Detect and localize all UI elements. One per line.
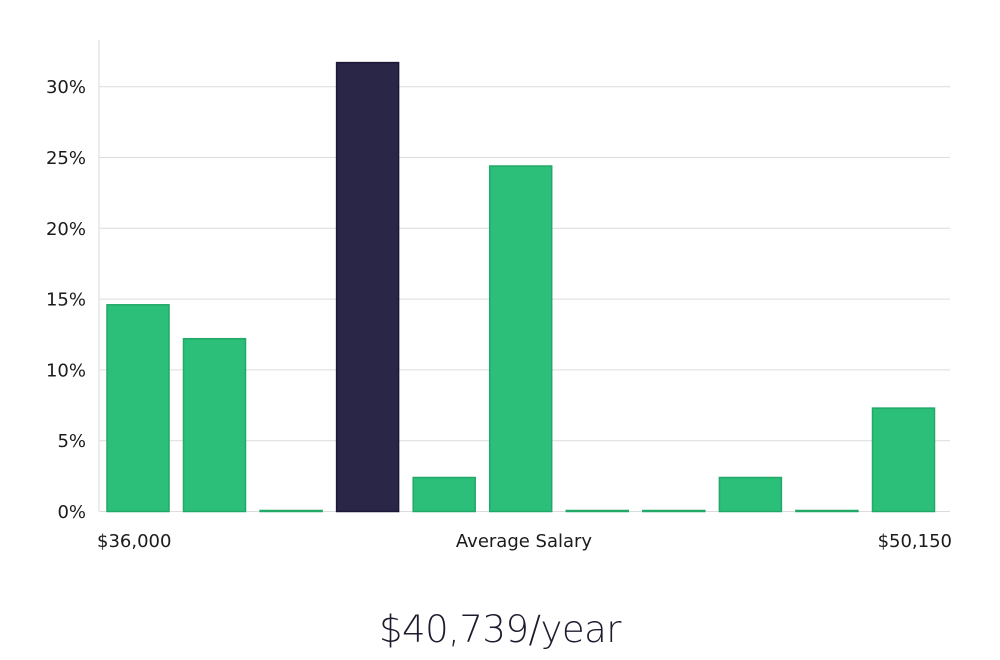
- bar: [106, 304, 170, 513]
- bar: [565, 509, 630, 513]
- x-label-max: $50,150: [878, 531, 952, 552]
- bar: [488, 165, 553, 513]
- bar: [182, 337, 247, 513]
- bar: [259, 509, 323, 513]
- y-tick-label: 25%: [46, 148, 86, 169]
- bar: [795, 509, 859, 513]
- bars: [106, 61, 936, 513]
- y-tick-label: 5%: [57, 431, 86, 452]
- bar: [718, 476, 783, 513]
- bar: [642, 509, 706, 513]
- bar: [412, 476, 476, 513]
- bar: [871, 407, 936, 513]
- y-axis-ticks: 0% 5% 10% 15% 20% 25% 30%: [46, 77, 86, 523]
- y-tick-label: 15%: [46, 290, 86, 311]
- bar-highlighted: [335, 61, 400, 513]
- x-label-min: $36,000: [97, 531, 171, 552]
- salary-histogram: 0% 5% 10% 15% 20% 25% 30% $36,000 Average Sala…: [46, 40, 952, 552]
- x-label-center: Average Salary: [456, 531, 593, 552]
- average-salary-value: $40,739/year: [378, 608, 622, 651]
- y-tick-label: 30%: [46, 77, 86, 98]
- y-tick-label: 0%: [57, 502, 86, 523]
- y-tick-label: 10%: [46, 360, 86, 381]
- y-tick-label: 20%: [46, 219, 86, 240]
